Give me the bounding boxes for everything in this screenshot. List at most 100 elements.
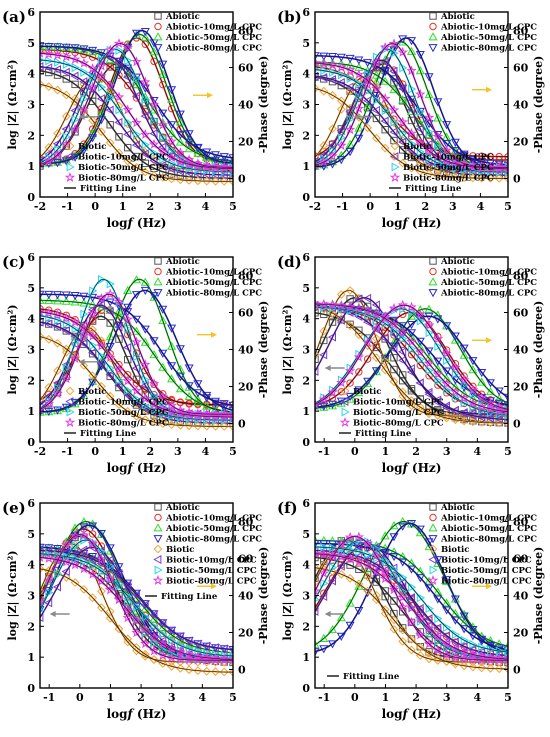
phase-point (80, 535, 89, 545)
modulus-point (141, 401, 151, 411)
phase-point (167, 341, 177, 350)
phase-point (104, 288, 116, 299)
y-left-tick-label: 5 (27, 37, 35, 50)
modulus-fit-line (40, 293, 233, 406)
modulus-point (105, 564, 114, 574)
modulus-point (40, 295, 45, 304)
modulus-point (122, 104, 134, 115)
y-right-tick-label: 40 (238, 99, 254, 112)
phase-point (425, 328, 434, 338)
modulus-point (193, 176, 203, 186)
y-left-tick-label: 0 (27, 436, 35, 449)
modulus-point (96, 603, 106, 613)
legend-marker-biotic80 (389, 172, 401, 182)
modulus-point (96, 127, 106, 137)
left-axis-arrow-icon (324, 365, 345, 371)
phase-point (397, 299, 408, 310)
phase-point (115, 45, 124, 55)
modulus-point (79, 551, 88, 561)
modulus-point (415, 642, 425, 652)
modulus-point (425, 365, 434, 375)
modulus-point (43, 307, 55, 318)
modulus-point (167, 174, 177, 184)
modulus-point (122, 604, 133, 615)
modulus-point (381, 587, 389, 595)
modulus-point (115, 105, 124, 115)
phase-point (124, 56, 133, 66)
y-left-tick-label: 5 (302, 37, 310, 50)
y-left-tick-label: 5 (27, 282, 35, 295)
modulus-point (54, 57, 63, 67)
modulus-point (441, 378, 452, 389)
modulus-point (503, 401, 508, 410)
phase-point (61, 539, 72, 550)
modulus-point (219, 176, 229, 186)
modulus-point (363, 586, 373, 596)
modulus-point (355, 547, 364, 557)
phase-point (398, 637, 408, 646)
phase-point (44, 598, 53, 608)
modulus-point (336, 551, 347, 562)
phase-point (43, 398, 54, 409)
x-tick-label: 0 (91, 445, 99, 458)
phase-point (44, 382, 54, 392)
modulus-point (336, 78, 345, 88)
modulus-point (442, 373, 452, 382)
phase-point (414, 629, 426, 640)
phase-point (371, 57, 382, 67)
y-right-tick-label: 0 (513, 173, 521, 186)
phase-point (416, 316, 426, 326)
phase-point (157, 391, 169, 402)
legend-item-biotic50: Biotic-50mg/L CPC (429, 565, 532, 576)
modulus-point (459, 388, 469, 397)
phase-point (315, 640, 320, 649)
phase-point (397, 46, 409, 57)
phase-point (104, 44, 116, 55)
series-biotic80 (315, 298, 508, 417)
y-left-tick-label: 6 (302, 251, 310, 264)
phase-fit-line (315, 37, 508, 168)
phase-point (114, 58, 123, 68)
phase-point (390, 48, 399, 58)
modulus-point (40, 290, 45, 299)
x-axis-label: logf (Hz) (382, 216, 442, 230)
phase-point (319, 151, 328, 161)
legend-item-biotic10: Biotic-10mg/L CPC (65, 151, 169, 163)
legend-marker-abiotic50 (428, 277, 438, 286)
modulus-point (140, 604, 150, 613)
modulus-point (123, 308, 133, 317)
modulus-point (433, 171, 443, 180)
modulus-point (193, 148, 203, 157)
legend-marker-biotic10 (65, 151, 74, 162)
modulus-point (104, 584, 116, 595)
modulus-point (167, 374, 177, 383)
x-tick-label: 4 (474, 445, 482, 458)
modulus-point (459, 625, 469, 634)
modulus-fit-line (40, 84, 233, 182)
x-axis-label: logf (Hz) (382, 707, 442, 721)
modulus-point (380, 333, 389, 343)
modulus-point (398, 322, 408, 331)
modulus-point (494, 664, 504, 674)
modulus-point (372, 114, 381, 123)
legend-label: Abiotic-10mg/L CPC (165, 268, 262, 278)
phase-point (40, 395, 45, 405)
y-left-tick-label: 4 (302, 313, 310, 326)
modulus-fit-line (315, 553, 508, 660)
modulus-point (415, 613, 426, 624)
phase-point (450, 153, 461, 164)
x-axis-label: logf (Hz) (107, 707, 167, 721)
phase-point (62, 132, 72, 142)
legend-item-biotic: Biotic (340, 386, 381, 397)
phase-point (442, 121, 452, 130)
modulus-point (315, 71, 319, 81)
modulus-point (381, 106, 390, 116)
modulus-point (88, 371, 98, 381)
legend-item-abiotic50: Abiotic-50mg/L CPC (428, 32, 537, 43)
phase-point (450, 335, 460, 344)
modulus-point (40, 42, 45, 51)
legend-item-biotic50: Biotic-50mg/L CPC (391, 162, 494, 173)
x-tick-label: 3 (168, 691, 176, 704)
